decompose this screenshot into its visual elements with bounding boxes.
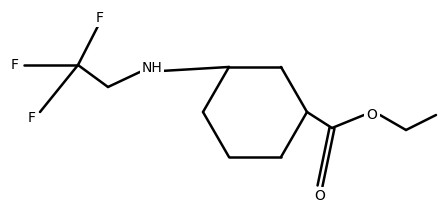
- Text: F: F: [28, 111, 36, 125]
- Text: NH: NH: [142, 61, 163, 75]
- Text: O: O: [315, 189, 326, 203]
- Text: O: O: [366, 108, 377, 122]
- Text: F: F: [96, 11, 104, 25]
- Text: F: F: [11, 58, 19, 72]
